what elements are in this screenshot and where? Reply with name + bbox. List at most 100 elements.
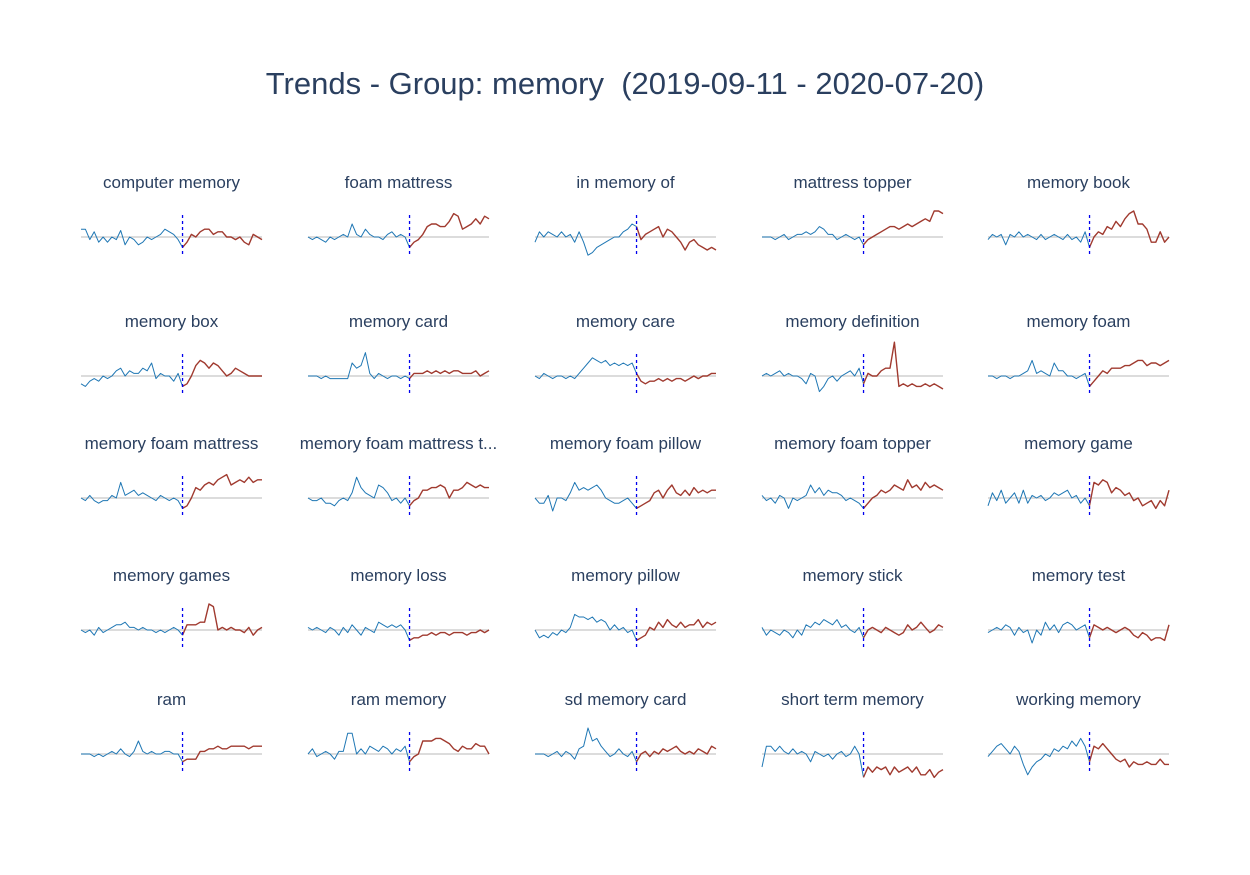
sparkline-panel: ram [81, 690, 262, 773]
series-line-before [761, 367, 864, 393]
sparkline-panel: memory foam mattress [80, 434, 262, 517]
series-line-after [408, 481, 489, 507]
panel-title: in memory of [576, 173, 675, 192]
panel-title: memory foam [1027, 312, 1131, 331]
series-line-after [1088, 479, 1170, 510]
chart-title: Trends - Group: memory (2019-09-11 - 202… [265, 66, 985, 101]
panel-title: computer memory [103, 173, 240, 192]
series-line-before [534, 357, 637, 380]
sparkline-panel: sd memory card [535, 690, 717, 773]
sparkline-panel: memory stick [761, 566, 944, 649]
panel-title: working memory [1015, 690, 1141, 709]
series-line-before [761, 619, 864, 639]
sparkline-panel: memory test [987, 566, 1170, 649]
sparkline-panel: memory pillow [534, 566, 717, 649]
panel-title: ram memory [351, 690, 447, 709]
series-line-before [307, 732, 410, 762]
series-line-before [80, 481, 183, 509]
sparkline-panel: in memory of [534, 173, 717, 256]
series-line-after [635, 225, 717, 251]
series-line-before [534, 613, 637, 641]
panel-title: memory foam topper [774, 434, 931, 453]
panel-title: memory game [1024, 434, 1133, 453]
sparkline-panel: foam mattress [307, 173, 490, 256]
sparkline-panel: computer memory [81, 173, 263, 256]
series-line-after [635, 372, 716, 385]
panel-title: memory foam pillow [550, 434, 702, 453]
series-line-after [862, 479, 944, 509]
series-line-before [987, 621, 1090, 644]
panel-title: memory foam mattress t... [300, 434, 497, 453]
series-line-after [862, 621, 944, 639]
series-line-after [1088, 359, 1170, 387]
sparkline-panel: ram memory [307, 690, 490, 773]
panel-title: memory card [349, 312, 448, 331]
series-line-before [987, 231, 1090, 248]
sparkline-panel: memory game [987, 434, 1170, 517]
series-line-after [409, 629, 490, 642]
sparkline-panel: working memory [987, 690, 1169, 776]
series-line-after [636, 618, 717, 642]
panel-title: memory test [1032, 566, 1126, 585]
sparkline-panel: memory foam topper [761, 434, 944, 517]
series-line-before [534, 481, 637, 512]
series-line-before [761, 745, 864, 778]
series-line-after [181, 603, 263, 636]
series-line-after [862, 210, 944, 246]
sparkline-panel: memory foam pillow [534, 434, 716, 517]
panel-title: memory box [125, 312, 219, 331]
panel-title: memory definition [785, 312, 919, 331]
series-line-after [635, 745, 717, 763]
sparkline-panel: memory definition [761, 312, 944, 395]
series-line-before [81, 740, 183, 763]
sparkline-panel: memory foam mattress t... [300, 434, 497, 517]
sparkline-panel: memory foam [988, 312, 1170, 395]
panel-title: foam mattress [345, 173, 453, 192]
series-line-before [761, 484, 864, 509]
series-line-before [762, 226, 864, 246]
sparkline-panel: memory games [80, 566, 263, 649]
panel-title: memory foam mattress [85, 434, 259, 453]
series-line-before [987, 489, 1090, 507]
series-line-before [307, 223, 410, 248]
sparkline-panel: memory book [987, 173, 1170, 256]
series-line-after [181, 228, 263, 248]
sparkline-panel: short term memory [761, 690, 944, 779]
sparkline-panel: memory card [308, 312, 490, 395]
series-line-before [80, 362, 183, 387]
series-line-before [535, 727, 637, 762]
panel-title: memory pillow [571, 566, 680, 585]
panel-title: memory care [576, 312, 675, 331]
panel-title: sd memory card [565, 690, 687, 709]
series-line-before [308, 352, 410, 380]
series-line-after [636, 484, 716, 510]
series-line-after [1088, 624, 1170, 642]
series-line-before [307, 476, 410, 507]
series-line-after [1088, 210, 1170, 248]
series-line-after [408, 370, 490, 380]
sparkline-panel: mattress topper [762, 173, 944, 256]
sparkline-panel: memory loss [307, 566, 490, 649]
series-line-before [80, 621, 183, 636]
sparkline-panel: memory care [534, 312, 716, 395]
series-line-before [988, 359, 1090, 387]
series-line-before [81, 228, 183, 248]
series-line-after [182, 473, 262, 510]
series-line-before [307, 621, 410, 641]
panel-title: short term memory [781, 690, 924, 709]
series-line-after [1088, 742, 1169, 768]
panel-title: ram [157, 690, 186, 709]
panel-title: memory book [1027, 173, 1130, 192]
series-line-after [182, 745, 262, 763]
panel-title: memory stick [802, 566, 903, 585]
series-line-after [862, 341, 944, 390]
series-line-before [534, 223, 637, 256]
series-line-before [987, 737, 1090, 776]
panel-title: memory games [113, 566, 230, 585]
series-line-after [182, 359, 262, 388]
series-line-after [408, 212, 490, 248]
panel-title: mattress topper [793, 173, 911, 192]
series-line-after [408, 737, 490, 763]
sparkline-panel: memory box [80, 312, 262, 395]
